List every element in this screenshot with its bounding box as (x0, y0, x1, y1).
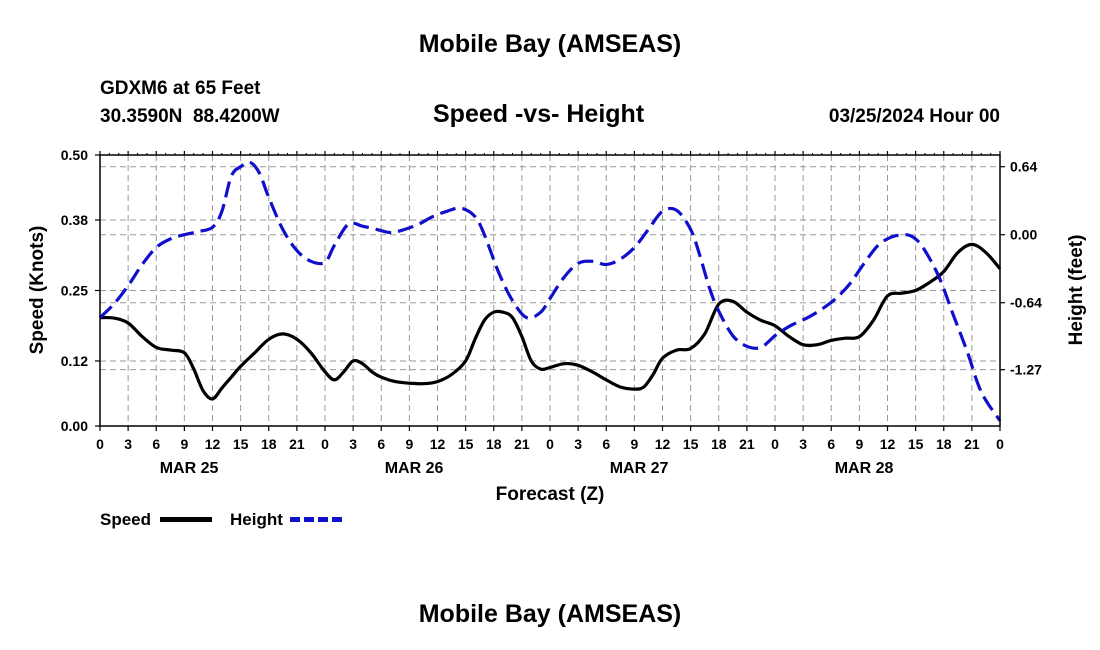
y-tick-label: 0.38 (61, 212, 88, 228)
x-axis-label: Forecast (Z) (496, 484, 605, 505)
y2-tick-label: -1.27 (1010, 362, 1042, 378)
coordinates-label: 30.3590N 88.4200W (100, 106, 280, 127)
x-tick-label: 6 (377, 436, 385, 452)
x-tick-label: 21 (514, 436, 530, 452)
x-tick-label: 3 (124, 436, 132, 452)
x-tick-label: 9 (855, 436, 863, 452)
x-tick-label: 3 (349, 436, 357, 452)
footer-title: Mobile Bay (AMSEAS) (418, 600, 682, 628)
x-tick-label: 9 (630, 436, 638, 452)
chart-ticks (95, 151, 1005, 431)
forecast-date-label: 03/25/2024 Hour 00 (828, 106, 1000, 127)
y2-tick-label: 0.64 (1010, 159, 1037, 175)
y-tick-label: 0.12 (61, 353, 88, 369)
x-tick-label: 15 (458, 436, 474, 452)
chart-title: Speed -vs- Height (433, 100, 645, 128)
y2-tick-label: -0.64 (1010, 295, 1042, 311)
x-tick-label: 0 (996, 436, 1004, 452)
y-tick-label: 0.00 (61, 418, 88, 434)
x-tick-label: 15 (908, 436, 924, 452)
x-tick-label: 12 (205, 436, 221, 452)
legend-height-swatch (290, 517, 342, 522)
x-tick-label: 6 (827, 436, 835, 452)
x-tick-label: 12 (880, 436, 896, 452)
chart-series (98, 160, 1002, 422)
height-series-line (98, 160, 1002, 422)
date-label: MAR 27 (610, 460, 669, 477)
x-tick-label: 12 (430, 436, 446, 452)
y2-tick-label: 0.00 (1010, 227, 1037, 243)
x-tick-label: 0 (96, 436, 104, 452)
speed-series-line (99, 242, 1002, 401)
x-tick-label: 18 (261, 436, 277, 452)
date-label: MAR 28 (835, 460, 894, 477)
page-title: Mobile Bay (AMSEAS) (418, 30, 682, 58)
chart-tick-labels: 0 3 6 9 12 15 18 21 0 3 6 9 12 15 18 21 0 3 6 9 12 15 18 21 0 3 6 9… (61, 147, 1042, 477)
x-tick-label: 18 (486, 436, 502, 452)
station-label: GDXM6 at 65 Feet (100, 78, 261, 99)
date-label: MAR 25 (160, 460, 219, 477)
x-tick-label: 9 (405, 436, 413, 452)
x-tick-label: 15 (683, 436, 699, 452)
x-tick-label: 3 (799, 436, 807, 452)
x-tick-label: 3 (574, 436, 582, 452)
x-tick-label: 18 (936, 436, 952, 452)
x-tick-label: 15 (233, 436, 249, 452)
y-tick-label: 0.50 (61, 147, 88, 163)
x-tick-label: 9 (180, 436, 188, 452)
x-tick-label: 0 (321, 436, 329, 452)
chart-grid (100, 155, 1000, 426)
y2-axis-label: Height (feet) (1066, 235, 1087, 346)
x-tick-label: 12 (655, 436, 671, 452)
x-tick-label: 21 (739, 436, 755, 452)
x-tick-label: 21 (964, 436, 980, 452)
y-tick-label: 0.25 (61, 283, 88, 299)
x-tick-label: 6 (602, 436, 610, 452)
legend-height-label: Height (230, 510, 283, 529)
y-axis-label: Speed (Knots) (27, 226, 48, 355)
x-tick-label: 6 (152, 436, 160, 452)
x-tick-label: 18 (711, 436, 727, 452)
legend-speed-swatch (160, 517, 212, 522)
x-tick-label: 0 (771, 436, 779, 452)
date-label: MAR 26 (385, 460, 444, 477)
legend-speed-label: Speed (100, 510, 152, 529)
x-tick-label: 0 (546, 436, 554, 452)
x-tick-label: 21 (289, 436, 305, 452)
